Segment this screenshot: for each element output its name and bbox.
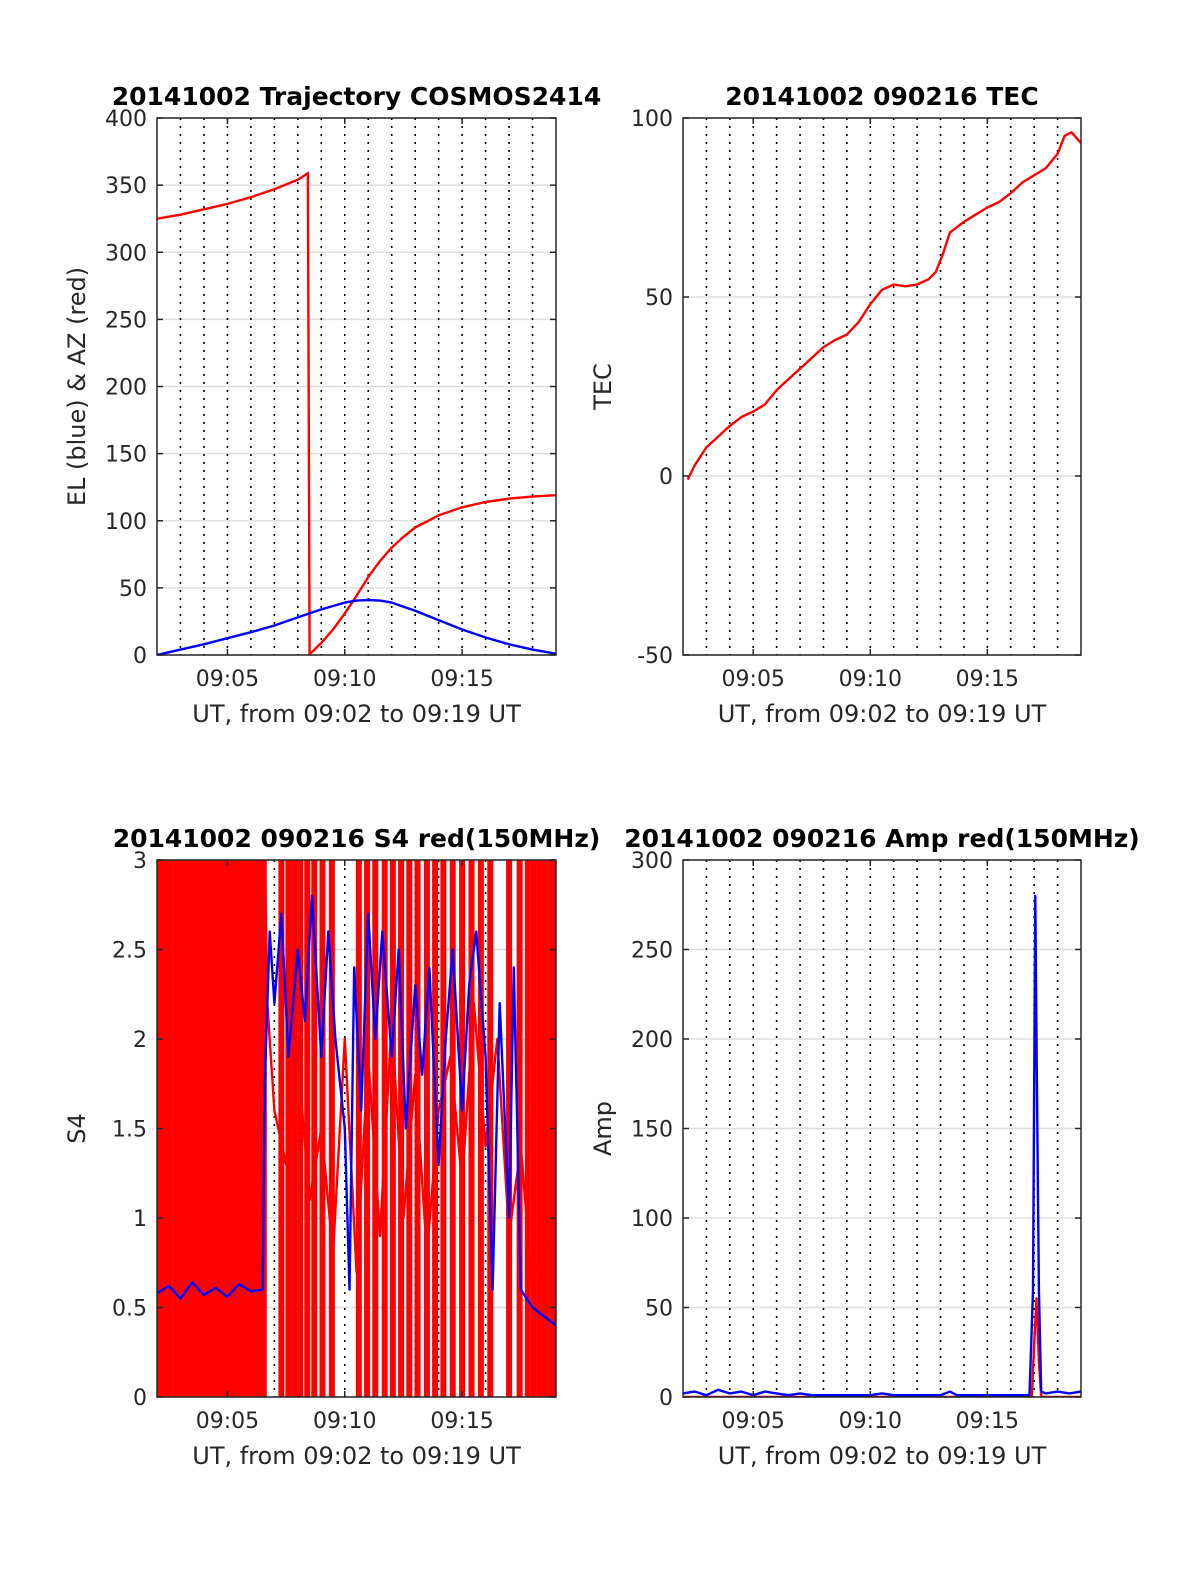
plot-area	[683, 118, 1081, 655]
y-tick-label: -50	[637, 644, 673, 669]
y-tick-label: 0.5	[112, 1297, 147, 1322]
y-tick-label: 150	[631, 1118, 673, 1143]
y-tick-label: 2.5	[112, 939, 147, 964]
x-axis-label: UT, from 09:02 to 09:19 UT	[718, 700, 1047, 728]
plot-data	[157, 171, 556, 655]
y-tick-label: 300	[631, 849, 673, 874]
x-tick-label: 09:15	[430, 1409, 493, 1434]
series-line-2	[157, 894, 556, 1327]
chart-panel-4: 0 50 100 150 200 250 300 09:05 09:10 09:15 2014100…	[589, 824, 1140, 1470]
y-tick-label: 2	[133, 1028, 147, 1053]
x-axis-label: UT, from 09:02 to 09:19 UT	[192, 700, 521, 728]
series-line-1	[686, 131, 1081, 481]
series-line-1	[157, 860, 556, 1291]
y-tick-label: 250	[105, 308, 147, 333]
y-tick-label: 0	[133, 644, 147, 669]
y-tick-label: 350	[105, 174, 147, 199]
x-axis-label: UT, from 09:02 to 09:19 UT	[718, 1442, 1047, 1470]
chart-title: 20141002 090216 Amp red(150MHz)	[624, 824, 1140, 853]
x-tick-label: 09:15	[430, 667, 493, 692]
x-tick-label: 09:05	[722, 1409, 785, 1434]
y-tick-label: 250	[631, 939, 673, 964]
chart-panel-1: 0 50 100 150 200 250 300 350 400 09:05 09:10 09:15 2…	[63, 82, 601, 728]
y-axis-label: TEC	[589, 363, 617, 411]
y-axis-label: EL (blue) & AZ (red)	[63, 267, 91, 506]
series-line-1	[683, 1297, 1081, 1397]
x-tick-label: 09:10	[313, 667, 376, 692]
y-tick-label: 400	[105, 107, 147, 132]
y-tick-label: 150	[105, 443, 147, 468]
x-tick-label: 09:05	[722, 667, 785, 692]
y-tick-label: 300	[105, 241, 147, 266]
series-line-2	[157, 598, 556, 655]
y-axis-label: S4	[63, 1113, 91, 1144]
y-tick-label: 50	[645, 1297, 673, 1322]
chart-panel-2: -50 0 50 100 09:05 09:10 09:15 20141002 090216 …	[589, 82, 1082, 728]
axes-frame	[682, 117, 1082, 656]
x-tick-label: 09:05	[196, 667, 259, 692]
y-tick-label: 100	[631, 107, 673, 132]
y-tick-label: 0	[659, 465, 673, 490]
chart-title: 20141002 Trajectory COSMOS2414	[112, 82, 602, 111]
x-tick-label: 09:10	[839, 1409, 902, 1434]
y-tick-label: 0	[133, 1386, 147, 1411]
x-tick-label: 09:15	[956, 1409, 1019, 1434]
x-tick-label: 09:05	[196, 1409, 259, 1434]
chart-panel-3: 0 0.5 1 1.5 2 2.5 3 09:05 09:10 09:15 20141002 090…	[63, 824, 600, 1470]
series-line-1	[157, 171, 556, 655]
chart-title: 20141002 090216 S4 red(150MHz)	[113, 824, 601, 853]
y-tick-label: 100	[631, 1207, 673, 1232]
plot-data	[157, 860, 556, 1397]
chart-title: 20141002 090216 TEC	[725, 82, 1038, 111]
y-tick-label: 50	[645, 286, 673, 311]
x-tick-label: 09:10	[839, 667, 902, 692]
plot-data	[686, 131, 1081, 481]
y-tick-label: 200	[631, 1028, 673, 1053]
y-axis-label: Amp	[589, 1101, 617, 1156]
x-tick-label: 09:15	[956, 667, 1019, 692]
y-tick-label: 100	[105, 510, 147, 535]
plot-data	[683, 894, 1081, 1397]
y-tick-label: 1	[133, 1207, 147, 1232]
x-axis-label: UT, from 09:02 to 09:19 UT	[192, 1442, 521, 1470]
y-tick-label: 0	[659, 1386, 673, 1411]
y-tick-label: 50	[119, 577, 147, 602]
series-line-2	[683, 894, 1081, 1397]
y-tick-label: 1.5	[112, 1118, 147, 1143]
y-tick-label: 3	[133, 849, 147, 874]
x-tick-label: 09:10	[313, 1409, 376, 1434]
y-tick-label: 200	[105, 376, 147, 401]
